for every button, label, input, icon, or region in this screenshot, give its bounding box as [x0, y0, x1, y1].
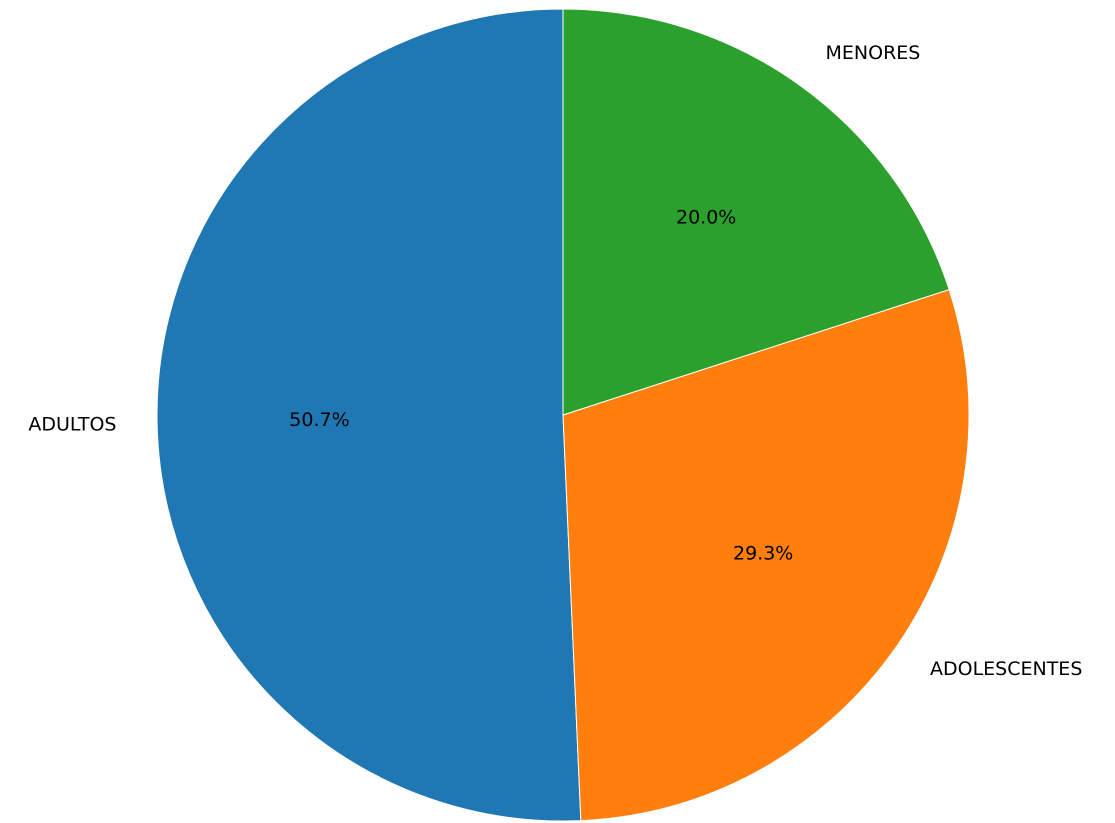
slice-percent-adolescentes: 29.3% [733, 542, 793, 564]
pie-slice-adolescentes [562, 288, 970, 822]
slice-label-adultos: ADULTOS [28, 413, 116, 435]
slice-percent-adultos: 50.7% [289, 409, 349, 431]
slice-percent-menores: 20.0% [676, 206, 736, 228]
slice-label-adolescentes: ADOLESCENTES [930, 658, 1082, 680]
pie-slices [156, 8, 970, 822]
slice-label-menores: MENORES [826, 42, 921, 64]
pie-slice-adultos [156, 8, 582, 822]
pie-slice-menores [562, 8, 950, 416]
pie-labels: ADULTOS 50.7% ADOLESCENTES 29.3% MENORES 20.0… [28, 42, 1082, 680]
